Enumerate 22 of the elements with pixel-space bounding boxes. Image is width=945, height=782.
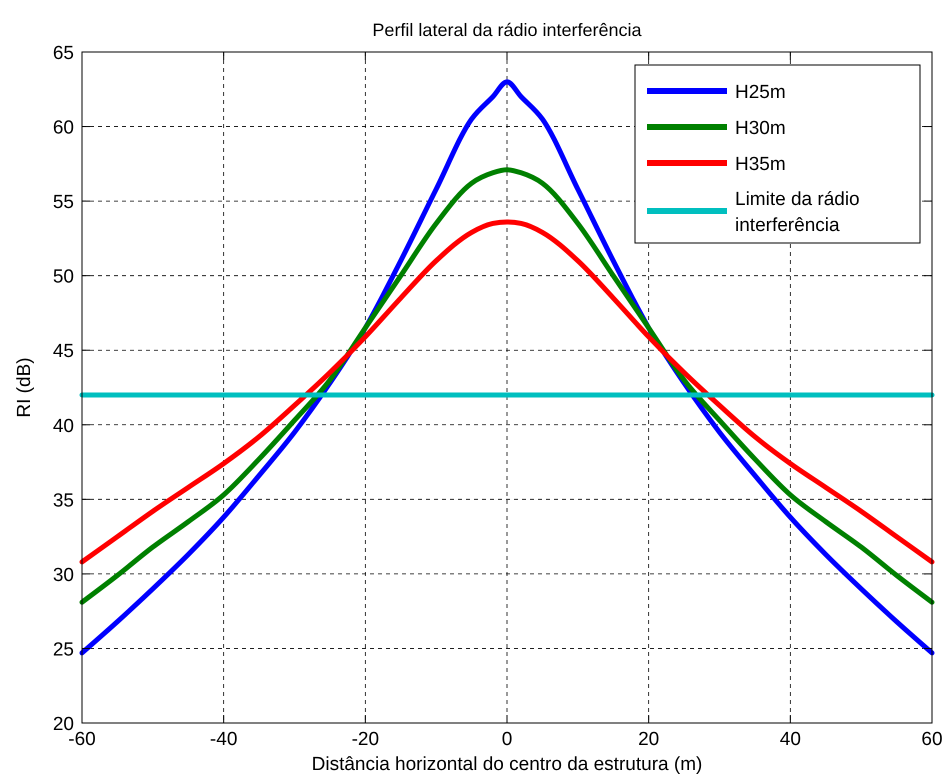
y-axis-title: RI (dB) xyxy=(14,357,35,418)
legend-label: Limite da rádio interferência xyxy=(735,189,860,236)
x-tick-label: 60 xyxy=(921,729,943,750)
legend-label: H25m xyxy=(735,82,786,103)
y-tick-label: 25 xyxy=(52,639,74,660)
y-tick-label: 30 xyxy=(52,564,74,586)
y-tick-label: 35 xyxy=(52,490,74,512)
y-tick-label: 40 xyxy=(52,416,74,437)
x-tick-label: 40 xyxy=(780,729,801,750)
x-axis-title: Distância horizontal do centro da estrutura (m) xyxy=(312,754,702,775)
chart-title: Perfil lateral da rádio interferência xyxy=(372,20,643,40)
x-tick-label: -40 xyxy=(210,729,238,750)
x-tick-label: 0 xyxy=(502,729,512,750)
legend-label: H35m xyxy=(735,154,786,175)
x-tick-label: -20 xyxy=(352,729,380,750)
y-tick-label: 45 xyxy=(52,341,74,362)
y-tick-label: 65 xyxy=(52,43,74,64)
y-tick-label: 60 xyxy=(52,118,74,139)
legend-label: H30m xyxy=(735,118,786,139)
x-tick-label: 20 xyxy=(638,729,660,750)
y-tick-label: 50 xyxy=(52,266,74,288)
y-tick-label: 55 xyxy=(52,192,74,214)
